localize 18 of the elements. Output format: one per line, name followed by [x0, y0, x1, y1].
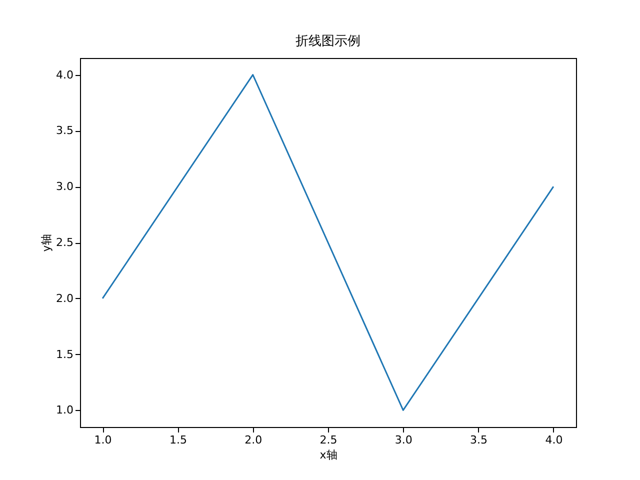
x-tick-label: 2.0 — [244, 434, 262, 446]
y-tick-label: 2.0 — [56, 292, 74, 305]
x-tick-label: 2.5 — [320, 434, 338, 446]
x-tick-label: 1.0 — [94, 434, 112, 446]
chart-title: 折线图示例 — [296, 34, 360, 49]
x-tick-label: 3.5 — [470, 434, 488, 446]
x-tick-label: 3.0 — [394, 434, 412, 446]
x-axis-title: x轴 — [320, 448, 338, 462]
line-series — [102, 74, 554, 411]
y-tick-label: 2.5 — [56, 236, 74, 249]
x-tick-label: 1.5 — [169, 434, 187, 446]
y-tick-label: 4.0 — [56, 68, 74, 82]
y-tick-label: 1.5 — [56, 348, 74, 361]
y-axis-title: y轴 — [40, 234, 54, 252]
y-tick-label: 1.0 — [56, 404, 74, 417]
y-tick-label: 3.0 — [56, 180, 74, 194]
x-tick-label: 4.0 — [545, 434, 563, 446]
y-tick-label: 3.5 — [56, 124, 74, 138]
